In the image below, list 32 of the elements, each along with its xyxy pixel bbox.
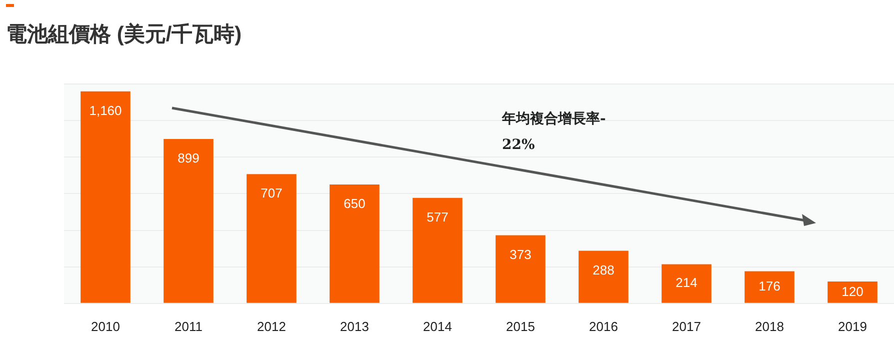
bar: [828, 281, 878, 303]
x-tick-label: 2019: [838, 318, 867, 334]
bar: [80, 91, 130, 303]
bar: [578, 250, 628, 303]
x-tick-label: 2016: [589, 318, 618, 334]
bar: [662, 264, 712, 303]
data-label: 288: [592, 262, 614, 278]
bar: [246, 174, 296, 303]
data-label: 120: [842, 284, 864, 299]
bar: [744, 271, 794, 303]
bar: [330, 184, 380, 303]
data-label: 176: [758, 278, 780, 294]
x-tick-label: 2011: [174, 318, 202, 334]
x-tick-label: 2015: [506, 318, 535, 334]
bar: [412, 198, 462, 303]
x-tick-label: 2013: [340, 318, 369, 334]
data-label: 577: [426, 209, 448, 224]
data-label: 707: [260, 186, 282, 201]
x-tick-label: 2014: [423, 318, 452, 334]
bar: [164, 139, 214, 303]
data-label: 650: [344, 196, 366, 212]
bar: [496, 235, 546, 303]
annotation: 年均複合增長率- 22%: [502, 110, 606, 155]
data-label: 373: [510, 246, 532, 262]
chart-title: 電池組價格 (美元/千瓦時): [6, 22, 242, 48]
x-tick-label: 2018: [755, 318, 784, 334]
x-tick-label: 2017: [672, 318, 701, 334]
data-label: 899: [178, 150, 200, 166]
data-label: 1,160: [89, 102, 122, 118]
x-tick-label: 2012: [257, 318, 286, 334]
x-tick-label: 2010: [91, 318, 120, 334]
data-label: 214: [676, 275, 698, 290]
